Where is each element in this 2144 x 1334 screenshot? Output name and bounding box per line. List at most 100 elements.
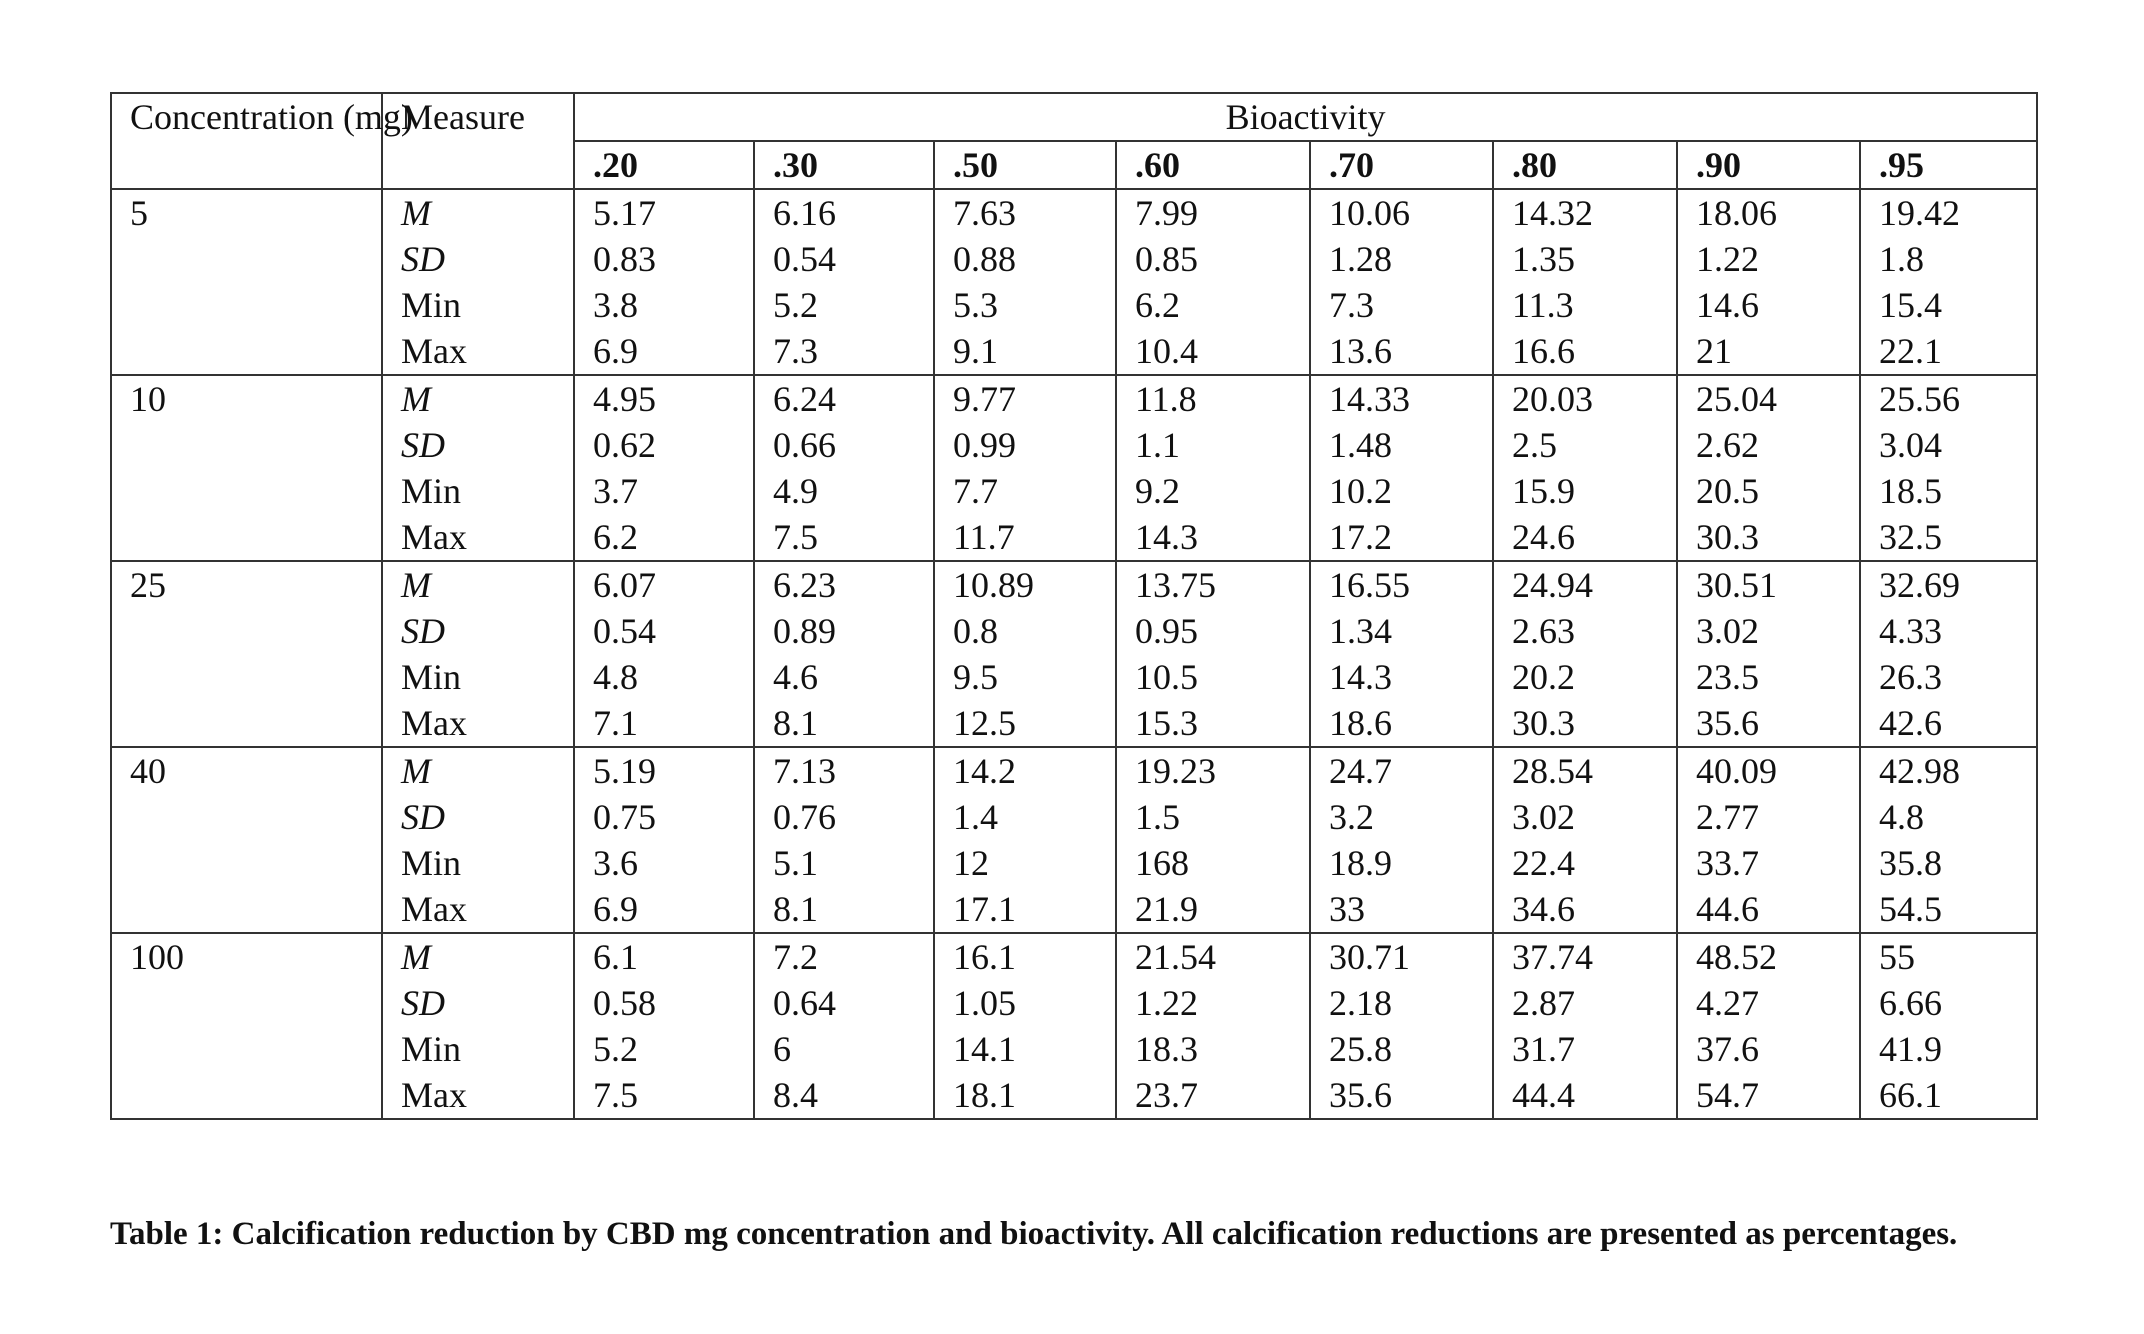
value-text: 16.1 xyxy=(953,937,1016,977)
value-text: 35.6 xyxy=(1329,1075,1392,1115)
value-text: 7.13 xyxy=(773,751,836,791)
value-text: 30.51 xyxy=(1696,565,1777,605)
value-text: 18.3 xyxy=(1135,1029,1198,1069)
value-text: 20.2 xyxy=(1512,657,1575,697)
value-cell: 13.75 0.95 10.5 15.3 xyxy=(1115,560,1311,748)
value-cell: 25.04 2.62 20.5 30.3 xyxy=(1676,374,1861,562)
value-text: 0.64 xyxy=(773,983,836,1023)
value-text: 0.62 xyxy=(593,425,656,465)
value-cell: 14.2 1.4 12 17.1 xyxy=(933,746,1117,934)
measure-label: M xyxy=(401,379,431,419)
measure-cell: M SD Min Max xyxy=(381,746,575,934)
value-text: 34.6 xyxy=(1512,889,1575,929)
value-text: 14.3 xyxy=(1135,517,1198,557)
value-text: 66.1 xyxy=(1879,1075,1942,1115)
value-text: 5.2 xyxy=(773,285,818,325)
value-text: 10.06 xyxy=(1329,193,1410,233)
value-text: 14.6 xyxy=(1696,285,1759,325)
value-text: 20.03 xyxy=(1512,379,1593,419)
value-cell: 24.94 2.63 20.2 30.3 xyxy=(1492,560,1678,748)
value-text: 3.02 xyxy=(1512,797,1575,837)
measure-label: Max xyxy=(401,1075,467,1115)
measure-label: SD xyxy=(401,425,445,465)
measure-label: Max xyxy=(401,331,467,371)
value-text: 16.6 xyxy=(1512,331,1575,371)
value-cell: 14.32 1.35 11.3 16.6 xyxy=(1492,188,1678,376)
value-text: 0.76 xyxy=(773,797,836,837)
value-cell: 14.33 1.48 10.2 17.2 xyxy=(1309,374,1494,562)
value-text: 19.42 xyxy=(1879,193,1960,233)
value-cell: 9.77 0.99 7.7 11.7 xyxy=(933,374,1117,562)
value-text: 18.1 xyxy=(953,1075,1016,1115)
measure-cell: M SD Min Max xyxy=(381,932,575,1120)
measure-label: Max xyxy=(401,889,467,929)
value-text: 21 xyxy=(1696,331,1732,371)
table-row: 100 M SD Min Max 6.1 0.58 5.2 7.5 7.2 0.64 6 8.4 16.1… xyxy=(110,932,2039,1120)
value-text: 1.5 xyxy=(1135,797,1180,837)
value-text: 2.87 xyxy=(1512,983,1575,1023)
value-cell: 6.23 0.89 4.6 8.1 xyxy=(753,560,935,748)
value-text: 33.7 xyxy=(1696,843,1759,883)
value-cell: 7.13 0.76 5.1 8.1 xyxy=(753,746,935,934)
value-cell: 10.89 0.8 9.5 12.5 xyxy=(933,560,1117,748)
value-text: 54.7 xyxy=(1696,1075,1759,1115)
value-text: 4.33 xyxy=(1879,611,1942,651)
value-text: 1.05 xyxy=(953,983,1016,1023)
value-text: 9.77 xyxy=(953,379,1016,419)
value-text: 1.22 xyxy=(1135,983,1198,1023)
value-cell: 30.51 3.02 23.5 35.6 xyxy=(1676,560,1861,748)
value-cell: 7.99 0.85 6.2 10.4 xyxy=(1115,188,1311,376)
measure-cell: M SD Min Max xyxy=(381,560,575,748)
value-text: 11.3 xyxy=(1512,285,1574,325)
bioactivity-header: Bioactivity xyxy=(572,92,2039,142)
value-text: 55 xyxy=(1879,937,1915,977)
value-text: 0.58 xyxy=(593,983,656,1023)
value-text: 0.99 xyxy=(953,425,1016,465)
value-cell: 6.16 0.54 5.2 7.3 xyxy=(753,188,935,376)
value-text: 22.4 xyxy=(1512,843,1575,883)
measure-label: M xyxy=(401,193,431,233)
value-text: 6.1 xyxy=(593,937,638,977)
value-cell: 18.06 1.22 14.6 21 xyxy=(1676,188,1861,376)
bioactivity-column-header: .70 xyxy=(1309,140,1494,190)
value-text: 1.35 xyxy=(1512,239,1575,279)
value-text: 1.48 xyxy=(1329,425,1392,465)
value-cell: 16.55 1.34 14.3 18.6 xyxy=(1309,560,1494,748)
value-text: 2.5 xyxy=(1512,425,1557,465)
value-text: 14.32 xyxy=(1512,193,1593,233)
value-text: 7.5 xyxy=(593,1075,638,1115)
value-text: 3.2 xyxy=(1329,797,1374,837)
value-text: 0.85 xyxy=(1135,239,1198,279)
measure-label: SD xyxy=(401,239,445,279)
value-text: 8.1 xyxy=(773,889,818,929)
table-row: 10 M SD Min Max 4.95 0.62 3.7 6.2 6.24 0.66 4.9 7.5 9… xyxy=(110,374,2039,562)
value-text: 12 xyxy=(953,843,989,883)
value-text: 7.2 xyxy=(773,937,818,977)
value-text: 26.3 xyxy=(1879,657,1942,697)
value-text: 0.75 xyxy=(593,797,656,837)
value-text: 1.1 xyxy=(1135,425,1180,465)
value-text: 10.89 xyxy=(953,565,1034,605)
value-text: 5.3 xyxy=(953,285,998,325)
value-text: 4.27 xyxy=(1696,983,1759,1023)
value-text: 5.17 xyxy=(593,193,656,233)
value-text: 54.5 xyxy=(1879,889,1942,929)
value-text: 0.8 xyxy=(953,611,998,651)
value-text: 10.5 xyxy=(1135,657,1198,697)
measure-label: Min xyxy=(401,843,462,883)
value-text: 32.69 xyxy=(1879,565,1960,605)
table-body: 5 M SD Min Max 5.17 0.83 3.8 6.9 6.16 0.54 5.2 7.3 7.… xyxy=(110,188,2039,1120)
value-text: 5.1 xyxy=(773,843,818,883)
value-text: 7.5 xyxy=(773,517,818,557)
concentration-cell: 25 xyxy=(110,560,383,748)
value-cell: 37.74 2.87 31.7 44.4 xyxy=(1492,932,1678,1120)
value-text: 42.6 xyxy=(1879,703,1942,743)
value-text: 6.9 xyxy=(593,331,638,371)
value-text: 13.75 xyxy=(1135,565,1216,605)
value-text: 1.28 xyxy=(1329,239,1392,279)
value-cell: 4.95 0.62 3.7 6.2 xyxy=(573,374,755,562)
value-cell: 19.23 1.5 168 21.9 xyxy=(1115,746,1311,934)
value-text: 24.6 xyxy=(1512,517,1575,557)
value-text: 18.6 xyxy=(1329,703,1392,743)
value-text: 1.4 xyxy=(953,797,998,837)
